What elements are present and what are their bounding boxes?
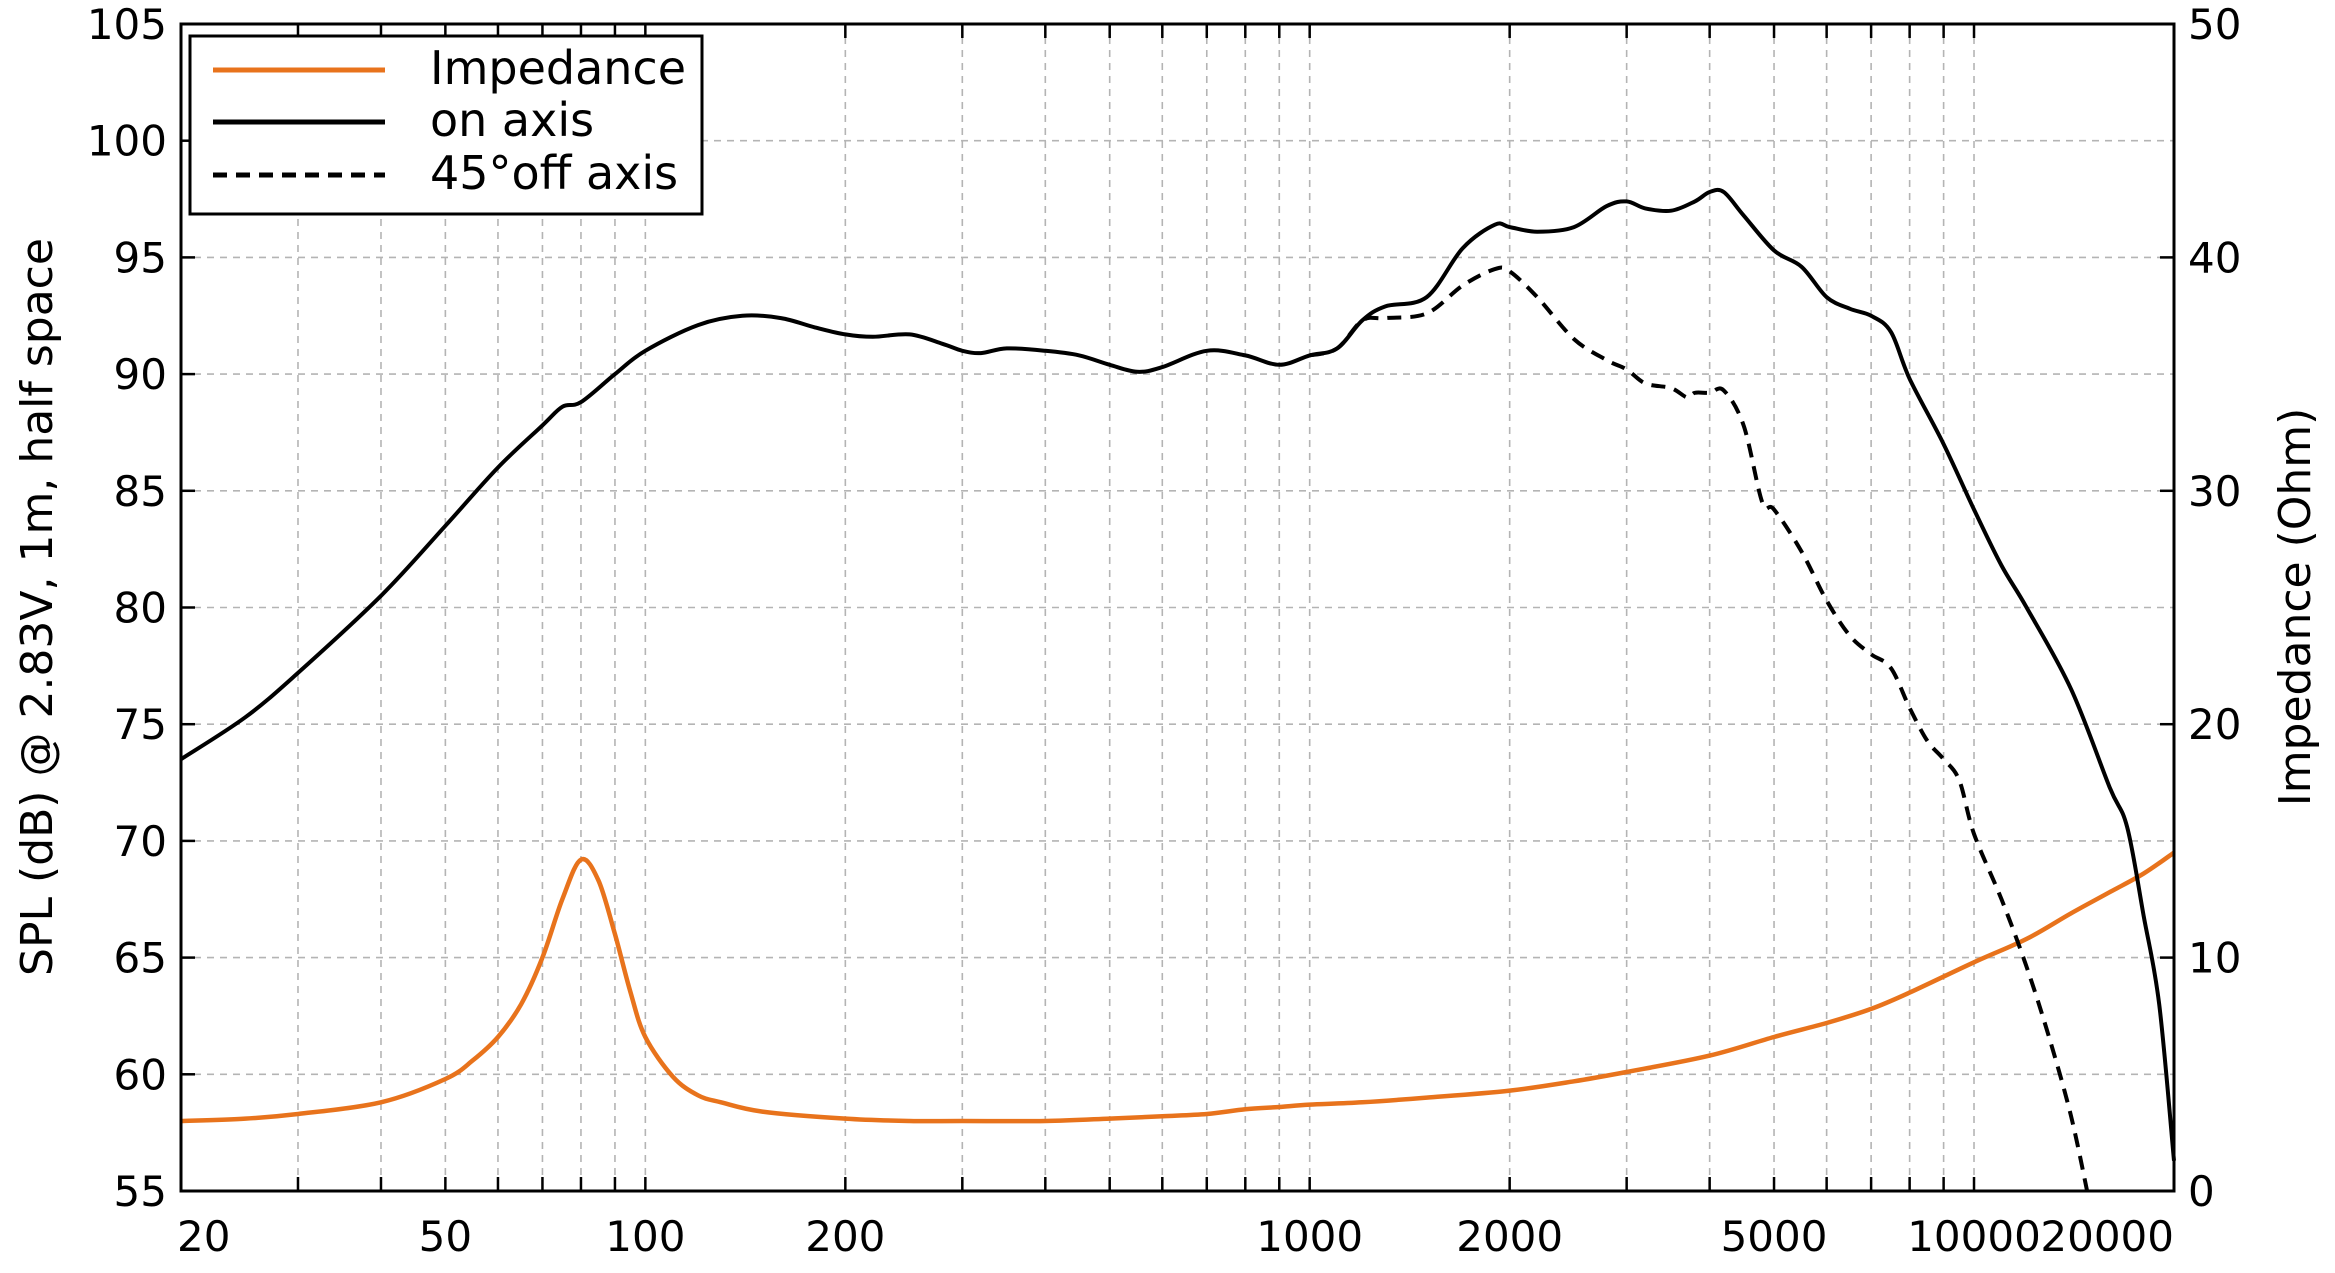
y2-tick-label: 30 (2188, 467, 2241, 516)
y-tick-label: 60 (114, 1050, 167, 1099)
series-lines (179, 187, 2176, 1192)
x-tick-label: 1000 (1256, 1212, 1363, 1261)
y2-tick-label: 50 (2188, 0, 2241, 49)
y2-axis-title: Impedance (Ohm) (2270, 408, 2321, 807)
y-tick-label: 80 (114, 584, 167, 633)
y-tick-label: 55 (114, 1167, 167, 1216)
y2-tick-label: 20 (2188, 700, 2241, 749)
y-axis-title: SPL (dB) @ 2.83V, 1m, half space (12, 238, 63, 976)
x-tick-label: 20000 (2040, 1212, 2174, 1261)
x-tick-label: 50 (419, 1212, 472, 1261)
legend-label-impedance: Impedance (430, 41, 686, 95)
x-tick-label: 20 (177, 1212, 230, 1261)
y-tick-label: 105 (87, 0, 167, 49)
y2-tick-label: 40 (2188, 233, 2241, 282)
x-tick-label: 100 (605, 1212, 685, 1261)
series-line-on-axis (179, 187, 2176, 1161)
y-tick-label: 65 (114, 934, 167, 983)
x-tick-label: 2000 (1456, 1212, 1563, 1261)
y2-tick-label: 10 (2188, 934, 2241, 983)
x-tick-label: 200 (805, 1212, 885, 1261)
legend-label-off-axis: 45°off axis (430, 146, 678, 200)
tick-labels: 55 60 65 70 75 80 85 90 95 100 105 0 10 20 30 40 50 20 50 1… (87, 0, 2242, 1261)
y-tick-label: 95 (114, 233, 167, 282)
x-tick-label: 10000 (1907, 1212, 2041, 1261)
series-line-impedance (180, 850, 2176, 1124)
y-tick-label: 100 (87, 117, 167, 166)
y-tick-label: 90 (114, 350, 167, 399)
series-line-off-axis (1309, 265, 2090, 1192)
y-tick-label: 85 (114, 467, 167, 516)
legend-label-on-axis: on axis (430, 93, 594, 147)
y-tick-label: 75 (114, 700, 167, 749)
y2-tick-label: 0 (2188, 1167, 2215, 1216)
legend: Impedance on axis 45°off axis (188, 34, 704, 216)
legend-box (188, 34, 704, 216)
y-tick-label: 70 (114, 817, 167, 866)
x-tick-label: 5000 (1721, 1212, 1828, 1261)
